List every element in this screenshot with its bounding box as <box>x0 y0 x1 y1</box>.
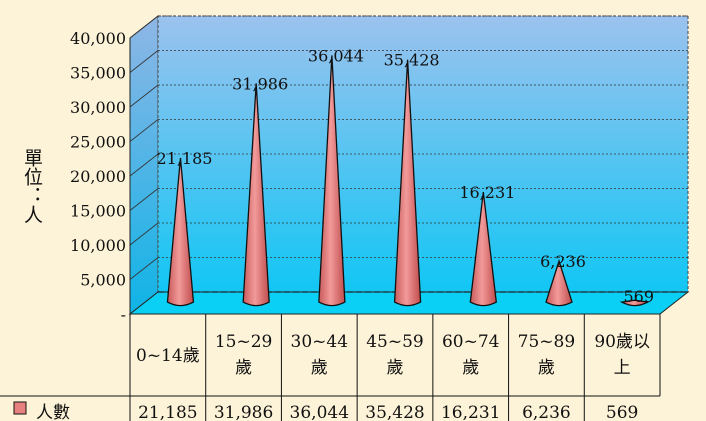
y-tick-label: - <box>121 305 126 324</box>
gridline-side <box>129 153 159 177</box>
gridline-side <box>129 188 159 211</box>
table-value: 21,185 <box>138 403 197 421</box>
y-tick-label: 10,000 <box>70 236 126 255</box>
gridline-side <box>129 257 159 280</box>
y-tick-label: 30,000 <box>70 98 126 117</box>
gridline-side <box>129 50 159 73</box>
x-category-label: 0~14歲 <box>136 346 200 366</box>
table-value: 31,986 <box>214 403 273 421</box>
gridline-side <box>129 222 159 246</box>
gridline-side <box>129 15 159 39</box>
cone-bar <box>619 299 650 307</box>
table-value: 36,044 <box>290 403 349 421</box>
x-category-label: 90歲以 <box>594 332 650 352</box>
x-category-label: 60~74 <box>442 332 500 352</box>
cone-bar <box>393 59 422 307</box>
cone-bar <box>166 157 195 307</box>
table-value: 16,231 <box>441 403 500 421</box>
cone-bar <box>545 258 573 307</box>
cone-bar <box>469 192 498 307</box>
x-category-label: 歲 <box>387 358 404 378</box>
x-category-label: 75~89 <box>518 332 576 352</box>
x-category-label: 15~29 <box>215 332 273 352</box>
data-label: 16,231 <box>459 183 515 202</box>
table-value: 35,428 <box>365 403 424 421</box>
y-tick-label: 25,000 <box>70 133 126 152</box>
x-category-label: 歲 <box>462 358 479 378</box>
table-value: 569 <box>606 403 638 421</box>
x-category-label: 30~44 <box>291 332 349 352</box>
legend-label: 人數 <box>36 403 70 421</box>
y-tick-label: 5,000 <box>80 271 126 290</box>
data-label: 569 <box>623 287 654 306</box>
data-label: 35,428 <box>384 51 440 70</box>
x-category-label: 歲 <box>311 358 328 378</box>
data-label: 21,185 <box>156 149 212 168</box>
x-category-label: 歲 <box>235 358 252 378</box>
x-category-label: 歲 <box>538 358 555 378</box>
y-tick-label: 20,000 <box>70 167 126 186</box>
data-label: 36,044 <box>308 46 364 65</box>
gridline-side <box>129 119 159 142</box>
data-label: 6,236 <box>540 252 586 271</box>
legend-swatch <box>13 401 27 415</box>
x-category-label: 上 <box>614 358 631 378</box>
y-tick-label: 40,000 <box>70 29 126 48</box>
y-tick-label: 15,000 <box>70 202 126 221</box>
table-value: 6,236 <box>522 403 571 421</box>
gridline-side <box>129 84 159 108</box>
cone-bar <box>318 55 346 307</box>
x-category-label: 45~59 <box>366 332 424 352</box>
y-tick-label: 35,000 <box>70 64 126 83</box>
unit-label: 單位：人 <box>21 148 43 224</box>
cone-bar <box>242 83 270 307</box>
data-label: 31,986 <box>232 74 288 93</box>
